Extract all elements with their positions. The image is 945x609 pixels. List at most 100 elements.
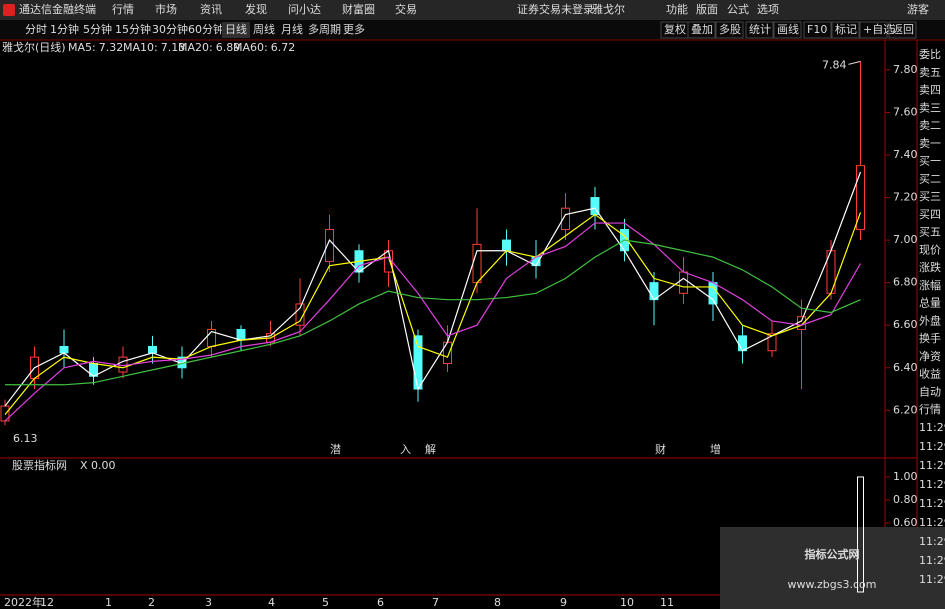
- user[interactable]: 游客: [907, 2, 929, 16]
- menu-item[interactable]: 行情: [112, 3, 134, 16]
- active-period: [222, 22, 250, 38]
- side-label[interactable]: 买一: [919, 155, 941, 168]
- ma-line: [4, 222, 862, 422]
- event-marker: 潜: [330, 442, 341, 456]
- tool-button[interactable]: 统计: [749, 23, 771, 36]
- x-tick-label: 7: [432, 596, 439, 609]
- side-label[interactable]: 卖三: [919, 101, 941, 114]
- x-tick-label: 10: [620, 596, 634, 609]
- side-label[interactable]: 委比: [919, 48, 941, 61]
- tool-box: [687, 21, 716, 39]
- side-time: 11:29: [919, 573, 945, 586]
- stock-name: 雅戈尔: [592, 2, 625, 16]
- side-label[interactable]: 卖五: [919, 66, 941, 79]
- period-button[interactable]: 1分钟: [50, 22, 79, 36]
- period-button[interactable]: 更多: [343, 22, 365, 36]
- legend-name: MA60:: [233, 41, 268, 54]
- event-marker: 增: [710, 442, 721, 456]
- side-label[interactable]: 收益: [919, 367, 941, 381]
- tool-button[interactable]: +自选: [863, 23, 894, 36]
- tool-button[interactable]: F10: [807, 23, 827, 36]
- candle-body: [561, 207, 570, 230]
- indicator-value: X 0.00: [80, 459, 116, 472]
- candle-body: [797, 316, 806, 330]
- tool-box: [715, 21, 744, 39]
- side-time: 11:29: [919, 516, 945, 529]
- x-tick-label: 4: [268, 596, 275, 609]
- side-label[interactable]: 现价: [919, 243, 941, 256]
- side-label[interactable]: 卖二: [919, 119, 941, 132]
- high-pointer: [848, 60, 861, 65]
- side-time: 11:29: [919, 535, 945, 548]
- watermark-url: www.zbgs3.com: [788, 578, 877, 591]
- side-label[interactable]: 行情: [919, 403, 941, 416]
- side-label[interactable]: 买二: [919, 172, 941, 185]
- menu-item[interactable]: 资讯: [200, 3, 222, 16]
- x-tick-label: 3: [205, 596, 212, 609]
- side-label[interactable]: 买三: [919, 190, 941, 203]
- tool-button[interactable]: 叠加: [691, 23, 713, 36]
- tool-button[interactable]: 复权: [664, 22, 686, 36]
- login-notice[interactable]: 证券交易未登录: [517, 2, 594, 16]
- indicator-bar: [857, 476, 864, 593]
- side-label[interactable]: 外盘: [919, 313, 941, 327]
- menu-item[interactable]: 选项: [757, 3, 779, 16]
- legend-entry: MA60: 6.72: [233, 41, 295, 54]
- side-label[interactable]: 买四: [919, 208, 941, 221]
- candle-body: [148, 345, 157, 354]
- period-button[interactable]: 30分钟: [152, 22, 188, 36]
- side-label[interactable]: 涨幅: [919, 279, 941, 292]
- tool-button[interactable]: 画线: [777, 22, 799, 36]
- legend-entry: MA5: 7.32: [68, 41, 123, 54]
- menu-item[interactable]: 版面: [696, 2, 718, 16]
- x-tick-label: 8: [494, 596, 501, 609]
- low-mark: 6.13: [13, 432, 38, 445]
- y-tick-label: 0.80: [893, 493, 918, 506]
- candle-body: [767, 333, 777, 352]
- y-tick-label: 6.40: [893, 361, 918, 374]
- menu-item[interactable]: 财富圈: [342, 2, 375, 16]
- period-button[interactable]: 周线: [253, 22, 275, 36]
- side-label[interactable]: 总量: [919, 296, 941, 310]
- tool-button[interactable]: 多股: [719, 22, 741, 36]
- period-button[interactable]: 5分钟: [83, 22, 112, 36]
- period-button[interactable]: 月线: [281, 22, 303, 36]
- menu-item[interactable]: 功能: [666, 2, 688, 16]
- tool-box: [831, 21, 860, 39]
- side-label[interactable]: 买五: [919, 226, 941, 239]
- menu-item[interactable]: 发现: [245, 2, 267, 16]
- y-tick-label: 7.20: [893, 191, 918, 204]
- indicator-title: 股票指标网: [12, 458, 67, 472]
- menu-item[interactable]: 市场: [155, 2, 177, 16]
- side-time: 11:29: [919, 497, 945, 510]
- x-tick-label: 2: [148, 596, 155, 609]
- y-tick-label: 6.80: [893, 276, 918, 289]
- period-button[interactable]: 日线: [225, 22, 247, 36]
- candle-body: [59, 345, 69, 354]
- y-tick-label: 6.60: [893, 318, 918, 331]
- event-marker: 入: [400, 443, 411, 456]
- tool-box: [888, 21, 917, 39]
- menu-item[interactable]: 问小达: [288, 3, 321, 16]
- watermark-box: [720, 527, 945, 609]
- candle-body: [413, 335, 423, 390]
- side-time: 11:29: [919, 421, 945, 434]
- side-label[interactable]: 卖四: [919, 84, 941, 97]
- menu-item[interactable]: 交易: [395, 2, 417, 16]
- legend-entry: MA20: 6.89: [178, 41, 240, 54]
- y-tick-label: 7.00: [893, 233, 918, 246]
- side-label[interactable]: 自动: [919, 385, 941, 398]
- side-label[interactable]: 卖一: [919, 137, 941, 150]
- period-button[interactable]: 多周期: [308, 22, 341, 36]
- period-button[interactable]: 15分钟: [115, 22, 151, 36]
- side-label[interactable]: 换手: [919, 331, 941, 345]
- tool-button[interactable]: 标记: [835, 22, 857, 36]
- menu-item[interactable]: 公式: [727, 3, 749, 16]
- side-label[interactable]: 净资: [919, 349, 941, 363]
- period-button[interactable]: 60分钟: [188, 22, 224, 36]
- period-button[interactable]: 分时: [25, 23, 47, 36]
- side-label[interactable]: 涨跌: [919, 260, 941, 274]
- tool-button[interactable]: 返回: [892, 23, 914, 36]
